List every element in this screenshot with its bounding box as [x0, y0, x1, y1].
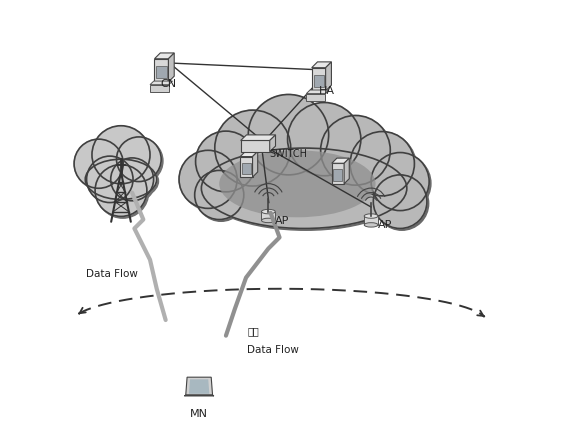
Circle shape: [111, 158, 153, 201]
Circle shape: [74, 139, 123, 188]
Ellipse shape: [261, 209, 275, 214]
Text: HA: HA: [319, 86, 335, 96]
Ellipse shape: [261, 218, 275, 223]
Circle shape: [181, 152, 239, 210]
Ellipse shape: [364, 223, 378, 227]
Text: MN: MN: [190, 409, 208, 419]
Circle shape: [179, 151, 237, 208]
Circle shape: [112, 159, 156, 202]
Circle shape: [250, 96, 331, 177]
Bar: [261, 211, 275, 220]
Bar: [333, 169, 343, 181]
Circle shape: [86, 156, 133, 202]
Circle shape: [76, 141, 125, 190]
Circle shape: [371, 152, 429, 211]
Bar: [364, 216, 378, 225]
Ellipse shape: [202, 148, 407, 228]
Circle shape: [116, 137, 161, 181]
Polygon shape: [185, 395, 214, 396]
Circle shape: [97, 166, 149, 218]
Polygon shape: [186, 377, 212, 395]
Polygon shape: [240, 156, 253, 177]
Circle shape: [350, 132, 415, 196]
Ellipse shape: [203, 150, 408, 230]
Polygon shape: [312, 62, 332, 68]
Polygon shape: [312, 68, 325, 91]
Circle shape: [216, 112, 293, 188]
Polygon shape: [270, 135, 275, 152]
Polygon shape: [240, 151, 258, 156]
Circle shape: [197, 172, 245, 221]
Polygon shape: [241, 141, 270, 152]
Circle shape: [215, 110, 291, 186]
Ellipse shape: [364, 214, 378, 218]
Polygon shape: [332, 158, 349, 163]
Circle shape: [323, 117, 392, 187]
Circle shape: [94, 128, 152, 185]
Circle shape: [320, 116, 390, 185]
Ellipse shape: [87, 161, 158, 201]
Text: 移动: 移动: [248, 327, 259, 336]
Circle shape: [89, 158, 135, 204]
Circle shape: [197, 133, 258, 194]
Circle shape: [195, 170, 244, 220]
Bar: [314, 75, 324, 87]
Circle shape: [287, 103, 361, 176]
Polygon shape: [150, 81, 173, 85]
Circle shape: [375, 177, 429, 230]
Circle shape: [118, 139, 163, 183]
Polygon shape: [189, 379, 210, 394]
Ellipse shape: [85, 159, 157, 199]
Ellipse shape: [219, 151, 375, 217]
Circle shape: [248, 95, 329, 175]
Polygon shape: [154, 59, 169, 82]
Circle shape: [373, 175, 427, 228]
Polygon shape: [154, 53, 174, 59]
Circle shape: [352, 134, 416, 198]
Polygon shape: [344, 158, 349, 184]
Text: CN: CN: [161, 79, 177, 89]
Circle shape: [92, 126, 150, 184]
Polygon shape: [332, 163, 344, 184]
Bar: [156, 66, 166, 78]
Text: AP: AP: [378, 220, 392, 230]
Text: Data Flow: Data Flow: [86, 269, 138, 279]
Circle shape: [289, 104, 362, 177]
Bar: [242, 163, 251, 174]
Polygon shape: [241, 135, 275, 141]
Polygon shape: [169, 53, 174, 82]
Polygon shape: [325, 62, 332, 91]
Circle shape: [195, 131, 256, 192]
Polygon shape: [306, 90, 329, 94]
Polygon shape: [306, 94, 325, 101]
Text: AP: AP: [275, 216, 290, 226]
Text: Data Flow: Data Flow: [248, 345, 299, 355]
Circle shape: [373, 154, 431, 212]
Circle shape: [95, 164, 147, 216]
Polygon shape: [253, 151, 258, 177]
Text: SWITCH: SWITCH: [270, 149, 308, 159]
Polygon shape: [150, 85, 169, 92]
